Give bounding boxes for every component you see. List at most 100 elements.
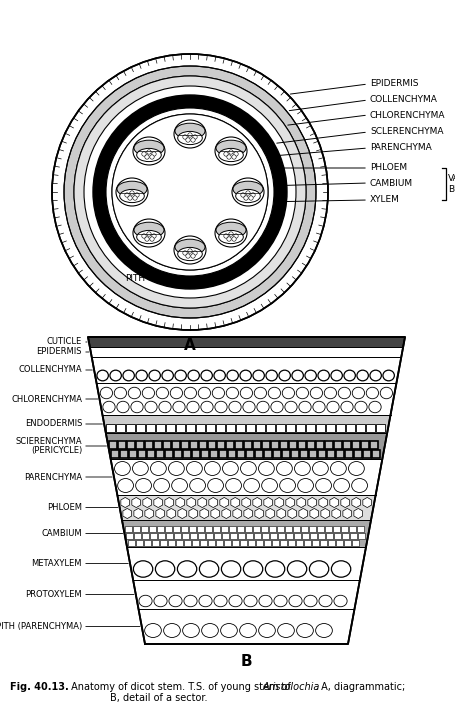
Ellipse shape: [214, 595, 227, 607]
Ellipse shape: [258, 623, 275, 637]
Ellipse shape: [369, 402, 381, 413]
Polygon shape: [253, 498, 262, 508]
Circle shape: [188, 133, 192, 137]
Text: A: A: [184, 338, 196, 353]
Bar: [344, 440, 351, 449]
Bar: [357, 526, 364, 531]
Ellipse shape: [190, 479, 206, 493]
Bar: [167, 540, 175, 545]
Text: CHLORENCHYMA: CHLORENCHYMA: [370, 110, 445, 119]
Bar: [182, 440, 189, 449]
Bar: [300, 449, 308, 458]
Bar: [172, 440, 181, 449]
Polygon shape: [189, 508, 197, 519]
Bar: [219, 449, 227, 458]
Polygon shape: [343, 508, 352, 519]
Ellipse shape: [215, 402, 227, 413]
Ellipse shape: [229, 595, 242, 607]
Ellipse shape: [258, 461, 274, 475]
Bar: [230, 533, 238, 538]
Polygon shape: [92, 357, 401, 383]
Ellipse shape: [244, 595, 257, 607]
Bar: [232, 540, 239, 545]
Polygon shape: [200, 508, 209, 519]
Bar: [210, 449, 218, 458]
Bar: [142, 533, 149, 538]
Bar: [226, 423, 235, 432]
Ellipse shape: [233, 181, 263, 197]
Text: EPIDERMIS: EPIDERMIS: [36, 347, 82, 357]
Polygon shape: [220, 498, 228, 508]
Ellipse shape: [219, 230, 243, 244]
Text: PARENCHYMA: PARENCHYMA: [370, 143, 432, 152]
Polygon shape: [288, 508, 297, 519]
Text: Anatomy of dicot stem. T.S. of young stem of: Anatomy of dicot stem. T.S. of young ste…: [68, 682, 294, 692]
Bar: [325, 526, 332, 531]
Circle shape: [142, 234, 146, 238]
Bar: [318, 449, 326, 458]
Polygon shape: [297, 498, 306, 508]
Bar: [176, 423, 185, 432]
Bar: [158, 533, 165, 538]
Ellipse shape: [154, 479, 170, 493]
Bar: [291, 449, 299, 458]
Bar: [237, 526, 244, 531]
Bar: [296, 540, 303, 545]
Bar: [199, 440, 207, 449]
Bar: [264, 449, 272, 458]
Text: COLLENCHYMA: COLLENCHYMA: [18, 366, 82, 374]
Text: PARENCHYMA: PARENCHYMA: [24, 472, 82, 482]
Circle shape: [130, 191, 134, 195]
Bar: [263, 533, 269, 538]
Bar: [326, 533, 334, 538]
Bar: [350, 533, 357, 538]
Ellipse shape: [133, 219, 165, 247]
Circle shape: [244, 196, 248, 200]
Bar: [301, 526, 308, 531]
Bar: [196, 423, 205, 432]
Bar: [282, 449, 290, 458]
Text: METAXYLEM: METAXYLEM: [31, 559, 82, 568]
Ellipse shape: [182, 623, 199, 637]
Bar: [253, 526, 260, 531]
Bar: [118, 440, 126, 449]
Bar: [349, 526, 356, 531]
Ellipse shape: [355, 402, 367, 413]
Bar: [333, 526, 340, 531]
Polygon shape: [117, 495, 376, 520]
Ellipse shape: [177, 561, 197, 577]
Polygon shape: [122, 520, 371, 547]
Polygon shape: [275, 498, 283, 508]
Bar: [286, 533, 293, 538]
Bar: [266, 423, 275, 432]
Bar: [116, 423, 125, 432]
Ellipse shape: [222, 461, 238, 475]
Polygon shape: [106, 433, 387, 459]
Bar: [272, 540, 278, 545]
Bar: [154, 440, 162, 449]
Bar: [174, 449, 182, 458]
Bar: [346, 423, 355, 432]
Ellipse shape: [212, 388, 225, 399]
Bar: [147, 423, 155, 432]
Polygon shape: [96, 383, 396, 415]
Polygon shape: [209, 498, 217, 508]
Bar: [150, 533, 157, 538]
Bar: [336, 540, 343, 545]
Ellipse shape: [352, 388, 364, 399]
Bar: [317, 440, 324, 449]
Text: Fig. 40.13.: Fig. 40.13.: [10, 682, 69, 692]
Ellipse shape: [172, 479, 187, 493]
Ellipse shape: [294, 461, 310, 475]
Bar: [293, 526, 300, 531]
Ellipse shape: [118, 479, 133, 493]
Bar: [129, 449, 137, 458]
Ellipse shape: [188, 370, 199, 380]
Bar: [167, 533, 173, 538]
Ellipse shape: [380, 388, 393, 399]
Ellipse shape: [103, 402, 115, 413]
Ellipse shape: [184, 388, 197, 399]
Bar: [255, 449, 263, 458]
Bar: [110, 440, 117, 449]
Ellipse shape: [282, 388, 294, 399]
